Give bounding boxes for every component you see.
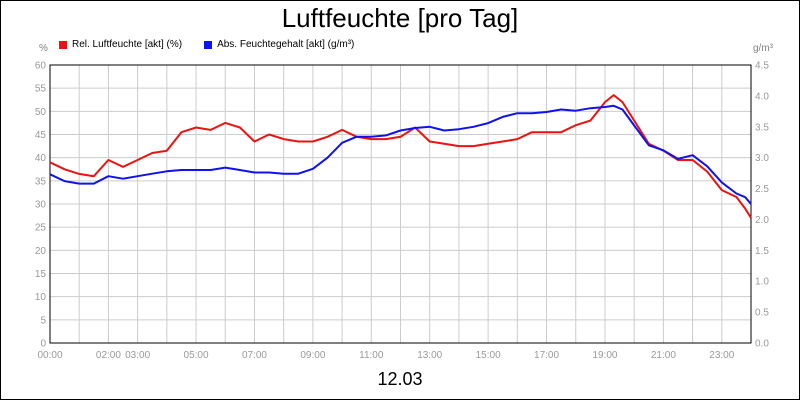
y-tick-label-left: 20 — [35, 246, 47, 257]
y-tick-label-left: 50 — [35, 107, 47, 118]
legend-label-abs-humidity: Abs. Feuchtegehalt [akt] (g/m³) — [217, 39, 355, 50]
y-tick-label-left: 55 — [35, 84, 47, 95]
legend-item-abs-humidity: Abs. Feuchtegehalt [akt] (g/m³) — [204, 39, 354, 50]
y-tick-label-left: 10 — [35, 292, 47, 303]
chart-subtitle-date: 12.03 — [377, 369, 423, 389]
y-tick-label-left: 15 — [35, 269, 47, 280]
y-tick-label-right: 2.5 — [755, 184, 769, 195]
y-tick-label-left: 40 — [35, 153, 47, 164]
x-tick-label: 13:00 — [417, 350, 442, 361]
legend-swatch-rel-humidity — [59, 40, 67, 49]
chart-title: Luftfeuchte [pro Tag] — [281, 3, 519, 33]
y-tick-label-right: 0.0 — [755, 339, 769, 350]
x-tick-label: 23:00 — [709, 350, 734, 361]
y-tick-label-right: 1.5 — [755, 246, 769, 257]
series-line-abs-humidity — [49, 104, 752, 205]
x-tick-label: 21:00 — [651, 350, 676, 361]
y-tick-label-right: 0.5 — [755, 308, 769, 319]
y-tick-label-left: 25 — [35, 223, 47, 234]
y-tick-label-left: 35 — [35, 176, 47, 187]
right-axis-unit: g/m³ — [753, 43, 773, 54]
x-tick-label: 09:00 — [300, 350, 325, 361]
y-tick-label-right: 4.0 — [755, 91, 769, 102]
x-tick-label: 02:00 — [96, 350, 121, 361]
legend-swatch-abs-humidity — [204, 40, 213, 49]
x-tick-label: 03:00 — [125, 350, 150, 361]
legend-label-rel-humidity: Rel. Luftfeuchte [akt] (%) — [72, 39, 183, 50]
y-tick-label-left: 45 — [35, 130, 47, 141]
legend: Rel. Luftfeuchte [akt] (%) Abs. Feuchteg… — [59, 39, 354, 50]
y-tick-label-left: 0 — [40, 339, 46, 350]
y-tick-label-left: 5 — [40, 315, 46, 326]
x-tick-label: 11:00 — [359, 350, 384, 361]
y-tick-label-right: 2.0 — [755, 215, 769, 226]
x-tick-label: 15:00 — [476, 350, 501, 361]
legend-item-rel-humidity: Rel. Luftfeuchte [akt] (%) — [59, 39, 182, 50]
x-tick-label: 07:00 — [242, 350, 267, 361]
y-tick-label-left: 60 — [35, 61, 47, 72]
x-tick-label: 05:00 — [184, 350, 209, 361]
x-tick-label: 17:00 — [534, 350, 559, 361]
left-axis-unit: % — [39, 43, 48, 54]
y-tick-label-right: 1.0 — [755, 277, 769, 288]
y-tick-label-right: 3.5 — [755, 122, 769, 133]
x-tick-label: 19:00 — [592, 350, 617, 361]
y-tick-label-right: 4.5 — [755, 61, 769, 72]
x-tick-label: 00:00 — [37, 350, 62, 361]
y-tick-label-left: 30 — [35, 200, 47, 211]
y-tick-label-right: 3.0 — [755, 153, 769, 164]
